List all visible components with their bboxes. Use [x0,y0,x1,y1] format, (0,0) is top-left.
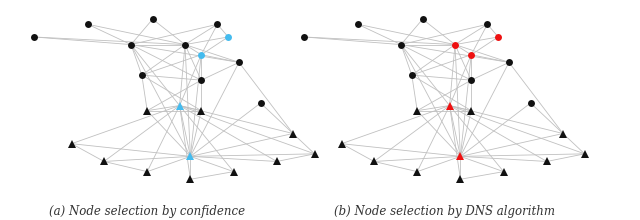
Text: (a) Node selection by confidence: (a) Node selection by confidence [49,205,245,218]
Text: (b) Node selection by DNS algorithm: (b) Node selection by DNS algorithm [333,205,555,218]
